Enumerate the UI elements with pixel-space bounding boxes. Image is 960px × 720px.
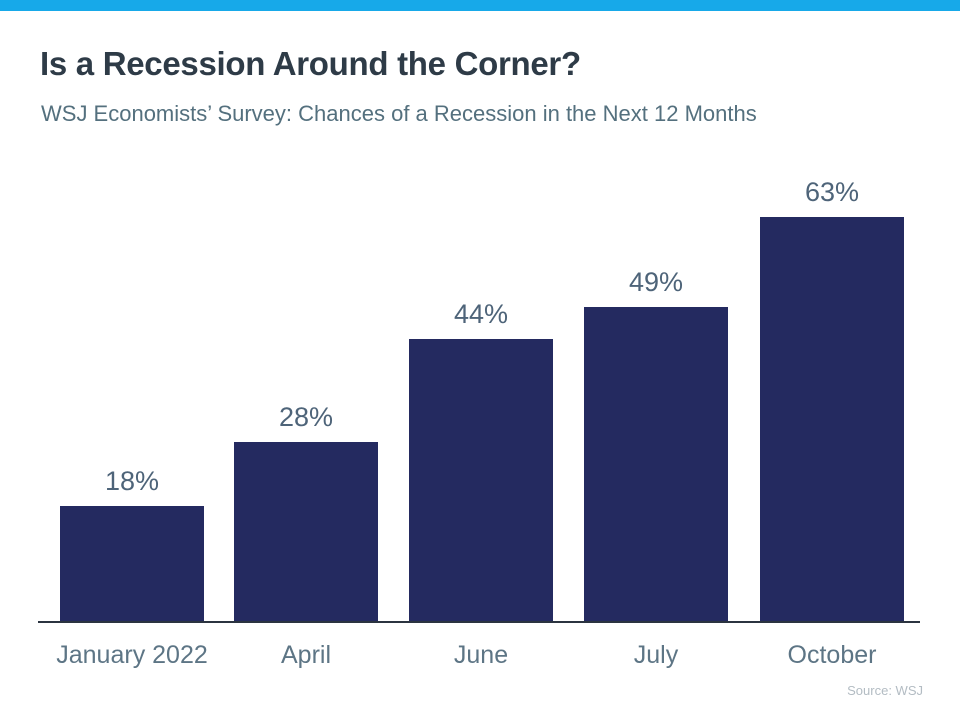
x-axis-label: July xyxy=(633,641,679,669)
bar xyxy=(60,506,204,622)
source-note: Source: WSJ xyxy=(847,683,923,698)
bar-group: 28% xyxy=(234,402,378,622)
bar-group: 44% xyxy=(409,299,553,622)
plot-area: 18% 28% 44% 49% 63% xyxy=(38,172,920,622)
bar-value-label: 49% xyxy=(628,267,684,297)
bar xyxy=(409,339,553,622)
x-axis-labels: January 2022 April June July October xyxy=(38,641,920,677)
x-axis-label: January 2022 xyxy=(56,641,208,669)
bar-value-label: 18% xyxy=(104,466,160,497)
x-axis-label: October xyxy=(787,641,877,669)
x-axis-line xyxy=(38,621,920,623)
bar-value-label: 28% xyxy=(278,402,334,432)
bar-value-label: 63% xyxy=(804,177,860,207)
bar-group: 18% xyxy=(60,466,204,622)
bar-value-label: 44% xyxy=(453,299,509,330)
chart-subtitle: WSJ Economists’ Survey: Chances of a Rec… xyxy=(41,101,757,126)
x-axis-label: April xyxy=(280,641,331,669)
bar xyxy=(760,217,904,622)
accent-stripe xyxy=(0,0,960,11)
bar xyxy=(584,307,728,622)
x-axis-label: June xyxy=(453,641,509,669)
bar-group: 63% xyxy=(760,177,904,622)
bar-group: 49% xyxy=(584,267,728,622)
chart-title: Is a Recession Around the Corner? xyxy=(40,45,581,82)
bar xyxy=(234,442,378,622)
